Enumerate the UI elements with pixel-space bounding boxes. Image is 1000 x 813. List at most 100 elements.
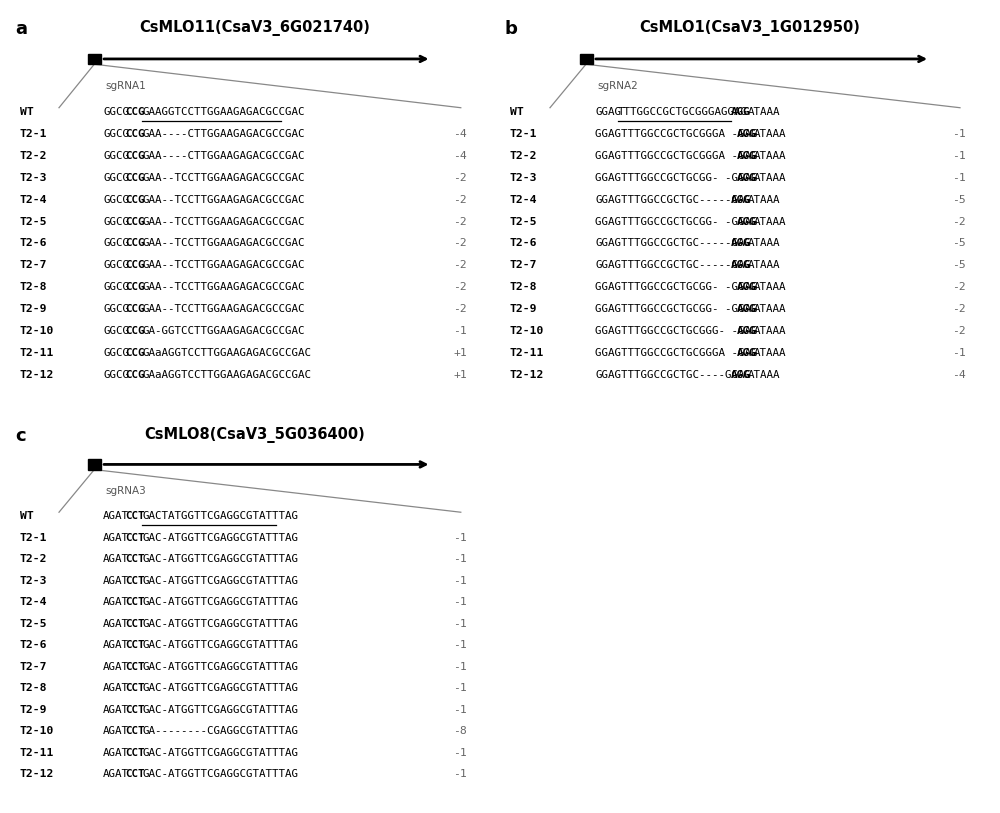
Text: GAA----CTTGGAAGAGACGCCGAC: GAA----CTTGGAAGAGACGCCGAC — [142, 150, 305, 161]
Text: AGG: AGG — [737, 326, 756, 337]
Text: ATAAA: ATAAA — [754, 304, 786, 315]
Text: CCG: CCG — [125, 194, 145, 205]
Text: AGG: AGG — [731, 194, 751, 205]
Text: CCT: CCT — [125, 662, 145, 672]
Text: AGAT: AGAT — [103, 748, 129, 758]
Text: GAaAGGTCCTTGGAAGAGACGCCGAC: GAaAGGTCCTTGGAAGAGACGCCGAC — [142, 370, 311, 380]
Text: GAC-ATGGTTCGAGGCGTATTTAG: GAC-ATGGTTCGAGGCGTATTTAG — [142, 769, 298, 780]
Text: CCG: CCG — [125, 216, 145, 227]
Text: GGCG: GGCG — [103, 150, 129, 161]
Text: T2-7: T2-7 — [20, 260, 47, 271]
Text: ATAAA: ATAAA — [754, 348, 786, 359]
Text: CCG: CCG — [125, 238, 145, 249]
Text: T2-3: T2-3 — [20, 576, 47, 585]
Text: CCG: CCG — [125, 326, 145, 337]
Text: CCT: CCT — [125, 726, 145, 737]
Text: GAAGGTCCTTGGAAGAGACGCCGAC: GAAGGTCCTTGGAAGAGACGCCGAC — [142, 107, 305, 117]
Text: GAA--TCCTTGGAAGAGACGCCGAC: GAA--TCCTTGGAAGAGACGCCGAC — [142, 238, 305, 249]
Text: T2-12: T2-12 — [20, 769, 54, 780]
Text: CCG: CCG — [125, 282, 145, 293]
Text: GGAGTTTGGCCGCTGCGG- -GGAG: GGAGTTTGGCCGCTGCGG- -GGAG — [595, 172, 758, 183]
Text: -1: -1 — [952, 128, 966, 139]
Text: CCG: CCG — [125, 260, 145, 271]
Text: GAC-ATGGTTCGAGGCGTATTTAG: GAC-ATGGTTCGAGGCGTATTTAG — [142, 619, 298, 628]
Text: T2-2: T2-2 — [20, 150, 47, 161]
Text: T2-6: T2-6 — [20, 238, 47, 249]
Text: T2-9: T2-9 — [510, 304, 538, 315]
Text: CCT: CCT — [125, 533, 145, 543]
Text: -2: -2 — [952, 216, 966, 227]
Text: CCT: CCT — [125, 576, 145, 585]
Text: CsMLO11(CsaV3_6G021740): CsMLO11(CsaV3_6G021740) — [140, 20, 370, 37]
Text: ATAAA: ATAAA — [754, 326, 786, 337]
Text: T2-1: T2-1 — [20, 128, 47, 139]
Text: T2-9: T2-9 — [20, 705, 47, 715]
Text: GGCG: GGCG — [103, 128, 129, 139]
Text: -1: -1 — [453, 576, 467, 585]
Text: T2-6: T2-6 — [510, 238, 538, 249]
Text: GAaAGGTCCTTGGAAGAGACGCCGAC: GAaAGGTCCTTGGAAGAGACGCCGAC — [142, 348, 311, 359]
Text: +1: +1 — [453, 370, 467, 380]
Text: CsMLO8(CsaV3_5G036400): CsMLO8(CsaV3_5G036400) — [145, 427, 365, 442]
Text: T2-1: T2-1 — [20, 533, 47, 543]
Text: GAA----CTTGGAAGAGACGCCGAC: GAA----CTTGGAAGAGACGCCGAC — [142, 128, 305, 139]
Text: GGAGTTTGGCCGCTGC-----GAG: GGAGTTTGGCCGCTGC-----GAG — [595, 238, 751, 249]
Text: T2-2: T2-2 — [510, 150, 538, 161]
Text: ATAAA: ATAAA — [748, 370, 781, 380]
Text: CCT: CCT — [125, 641, 145, 650]
Text: GA-GGTCCTTGGAAGAGACGCCGAC: GA-GGTCCTTGGAAGAGACGCCGAC — [142, 326, 305, 337]
Text: T2-4: T2-4 — [20, 194, 47, 205]
Text: T2-6: T2-6 — [20, 641, 47, 650]
Text: -1: -1 — [453, 533, 467, 543]
Text: -1: -1 — [453, 705, 467, 715]
Text: GGAGTTTGGCCGCTGC-----GAG: GGAGTTTGGCCGCTGC-----GAG — [595, 194, 751, 205]
Text: AGG: AGG — [737, 304, 756, 315]
Text: a: a — [15, 20, 27, 38]
Text: GAA--TCCTTGGAAGAGACGCCGAC: GAA--TCCTTGGAAGAGACGCCGAC — [142, 194, 305, 205]
Text: -5: -5 — [952, 194, 966, 205]
Text: -2: -2 — [453, 172, 467, 183]
Text: CCT: CCT — [125, 619, 145, 628]
Text: -1: -1 — [453, 748, 467, 758]
Text: GGCG: GGCG — [103, 370, 129, 380]
Text: T2-3: T2-3 — [20, 172, 47, 183]
Text: ATAAA: ATAAA — [754, 150, 786, 161]
Text: -4: -4 — [952, 370, 966, 380]
Text: AGG: AGG — [737, 172, 756, 183]
Text: T2-5: T2-5 — [20, 216, 47, 227]
Text: -1: -1 — [952, 348, 966, 359]
Text: GGCG: GGCG — [103, 282, 129, 293]
Text: -1: -1 — [453, 619, 467, 628]
Text: TTTGGCCGCTGCGGGAGGAG: TTTGGCCGCTGCGGGAGGAG — [618, 107, 748, 117]
Text: GGAGTTTGGCCGCTGC-----GAG: GGAGTTTGGCCGCTGC-----GAG — [595, 260, 751, 271]
Text: AGAT: AGAT — [103, 662, 129, 672]
Text: T2-2: T2-2 — [20, 554, 47, 564]
Text: GGAGTTTGGCCGCTGC----GGAG: GGAGTTTGGCCGCTGC----GGAG — [595, 370, 751, 380]
Text: AGAT: AGAT — [103, 683, 129, 693]
Text: T2-8: T2-8 — [510, 282, 538, 293]
Text: ATAAA: ATAAA — [754, 128, 786, 139]
Text: -4: -4 — [453, 128, 467, 139]
Text: ATAAA: ATAAA — [748, 238, 781, 249]
Bar — [88, 459, 101, 470]
Text: +1: +1 — [453, 348, 467, 359]
Text: GA--------CGAGGCGTATTTAG: GA--------CGAGGCGTATTTAG — [142, 726, 298, 737]
Text: GGAGTTTGGCCGCTGCGGG- -GAG: GGAGTTTGGCCGCTGCGGG- -GAG — [595, 326, 758, 337]
Text: ATAAA: ATAAA — [748, 260, 781, 271]
Text: -1: -1 — [952, 150, 966, 161]
Text: ATAAA: ATAAA — [754, 172, 786, 183]
Text: CCT: CCT — [125, 705, 145, 715]
Text: -1: -1 — [453, 769, 467, 780]
Text: -2: -2 — [453, 216, 467, 227]
Text: AGAT: AGAT — [103, 619, 129, 628]
Text: GGCG: GGCG — [103, 348, 129, 359]
Text: c: c — [15, 427, 26, 445]
Text: GGCG: GGCG — [103, 172, 129, 183]
Text: AGAT: AGAT — [103, 598, 129, 607]
Text: CCG: CCG — [125, 150, 145, 161]
Text: T2-7: T2-7 — [20, 662, 47, 672]
Text: AGAT: AGAT — [103, 511, 129, 521]
Text: AGAT: AGAT — [103, 769, 129, 780]
Bar — [580, 54, 593, 64]
Text: GAC-ATGGTTCGAGGCGTATTTAG: GAC-ATGGTTCGAGGCGTATTTAG — [142, 598, 298, 607]
